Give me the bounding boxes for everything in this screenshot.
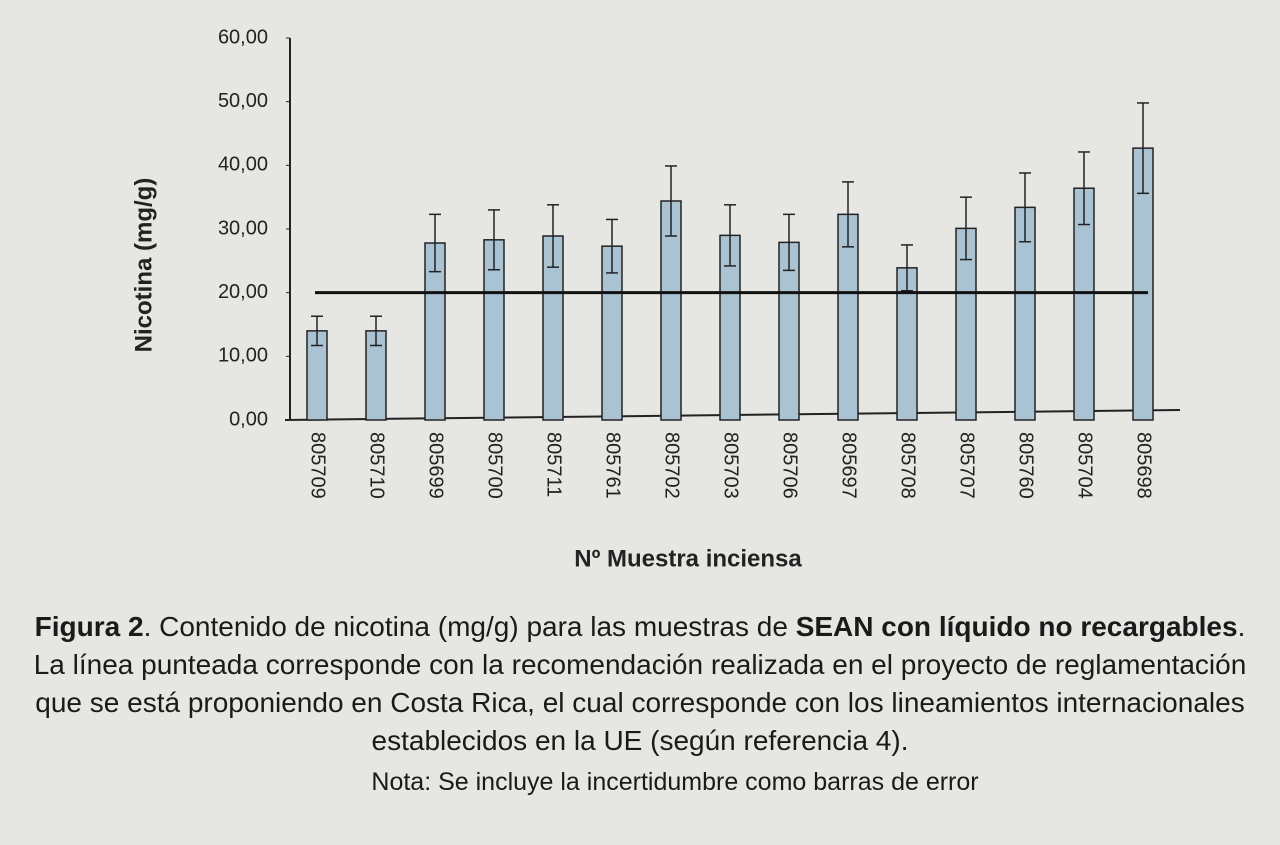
caption-note: Nota: Se incluye la incertidumbre como b…	[371, 768, 979, 796]
x-tick-label: 805711	[543, 432, 565, 497]
x-tick-label: 805707	[956, 432, 978, 499]
chart: Nicotina (mg/g) Nº Muestra inciensa 0,00…	[130, 26, 1181, 572]
caption: Figura 2. Contenido de nicotina (mg/g) p…	[20, 608, 1260, 760]
caption-text: . Contenido de nicotina (mg/g) para las …	[143, 611, 796, 642]
y-tick-label: 50,00	[218, 90, 268, 112]
caption-emphasis: SEAN con líquido no recargables	[795, 611, 1238, 642]
y-tick-label: 10,00	[218, 345, 268, 367]
x-tick-label: 805710	[366, 432, 388, 499]
x-axis-title: Nº Muestra inciensa	[574, 545, 802, 572]
y-tick-label: 40,00	[218, 154, 268, 176]
x-tick-label: 805698	[1133, 432, 1155, 499]
x-tick-label: 805703	[720, 432, 742, 499]
y-tick-label: 20,00	[218, 281, 268, 303]
y-axis-title: Nicotina (mg/g)	[130, 178, 157, 353]
x-tick-label: 805709	[307, 432, 329, 499]
x-tick-label: 805706	[779, 432, 801, 499]
x-tick-label: 805699	[425, 432, 447, 499]
x-tick-label: 805704	[1074, 432, 1096, 499]
x-tick-label: 805700	[484, 432, 506, 499]
x-tick-label: 805761	[602, 432, 624, 499]
y-tick-label: 30,00	[218, 217, 268, 239]
caption-label: Figura 2	[34, 611, 144, 642]
x-tick-label: 805702	[661, 432, 683, 499]
x-tick-label: 805697	[838, 432, 860, 499]
x-tick-label: 805708	[897, 432, 919, 499]
y-tick-label: 60,00	[218, 26, 268, 48]
y-tick-label: 0,00	[229, 408, 268, 430]
x-tick-label: 805760	[1015, 432, 1037, 499]
caption-text: . La línea punteada corresponde con la r…	[33, 611, 1247, 756]
